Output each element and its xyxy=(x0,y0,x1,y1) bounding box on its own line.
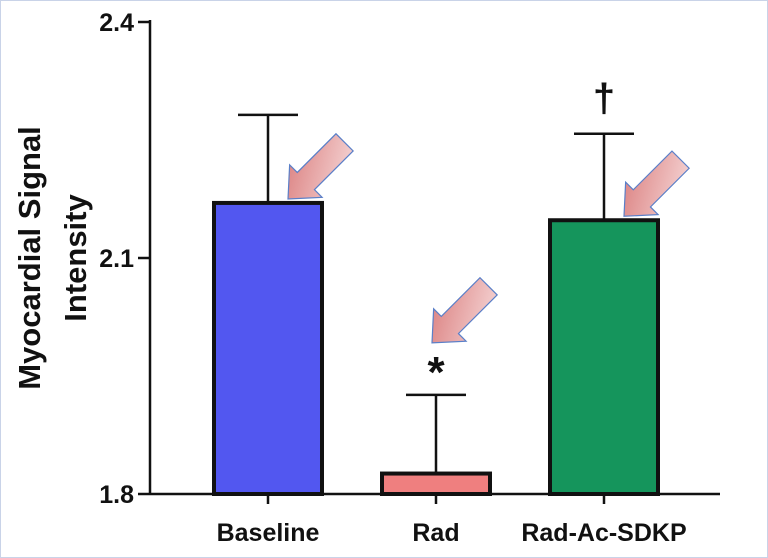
arrow-icon xyxy=(272,126,361,215)
x-tick-labels: Baseline Rad Rad-Ac-SDKP xyxy=(217,494,687,547)
y-tick-label: 2.4 xyxy=(99,9,134,37)
bar-rad-ac-sdkp xyxy=(548,218,660,497)
y-tick-label: 1.8 xyxy=(99,481,134,509)
significance-annotations: *† xyxy=(427,77,615,397)
error-bars xyxy=(238,113,634,474)
significance-marker: * xyxy=(427,348,445,397)
significance-marker: † xyxy=(593,77,615,121)
x-tick-label: Rad xyxy=(412,519,459,547)
arrow-icon xyxy=(416,270,505,359)
callout-arrows xyxy=(272,126,697,359)
bar-rad xyxy=(380,471,492,496)
callout-arrow-rad-ac-sdkp xyxy=(608,143,697,232)
y-axis-title-line-2: Intensity xyxy=(58,194,93,322)
y-ticks: 1.8 2.1 2.4 xyxy=(99,9,150,509)
bar-baseline xyxy=(212,200,324,497)
x-tick-label: Baseline xyxy=(217,519,320,547)
arrow-icon xyxy=(608,143,697,232)
y-tick-label: 2.1 xyxy=(99,245,134,273)
y-axis-title-line-1: Myocardial Signal xyxy=(12,126,47,390)
callout-arrow-baseline xyxy=(272,126,361,215)
x-tick-label: Rad-Ac-SDKP xyxy=(521,519,686,547)
callout-arrow-rad xyxy=(416,270,505,359)
